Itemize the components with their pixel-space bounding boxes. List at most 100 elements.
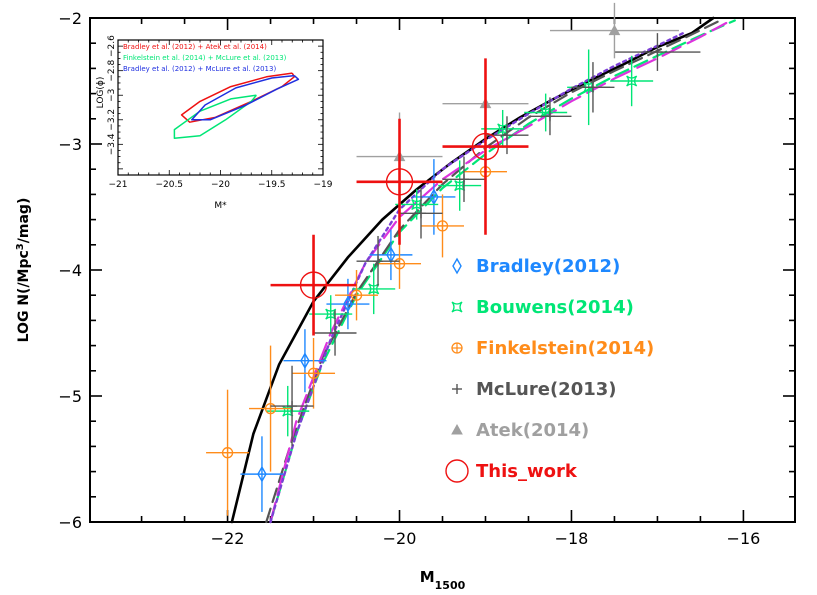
bouwens-point <box>481 109 525 148</box>
bradley-point <box>240 436 284 512</box>
marker-square-star <box>540 106 552 119</box>
y-axis-label-exp: 3 <box>15 243 26 250</box>
inset-legend-this_work: Bradley et al. (2012) + Atek et al. (201… <box>123 43 267 51</box>
marker-square-star <box>411 198 423 211</box>
marker-square-star <box>497 123 509 135</box>
bouwens-point <box>524 93 568 132</box>
marker-diamond <box>452 257 462 275</box>
legend-label-this_work: This_work <box>476 461 578 482</box>
legend-label-bouwens: Bouwens(2014) <box>476 297 634 318</box>
bouwens-point <box>395 189 439 220</box>
x-tick-label: −16 <box>727 529 761 548</box>
legend-item-atek: Atek(2014) <box>451 420 589 441</box>
marker-diamond <box>343 295 353 313</box>
inset-x-tick-label: −20.5 <box>155 180 183 190</box>
marker-square-star <box>626 75 638 87</box>
marker-diamond <box>300 352 310 370</box>
legend-label-mclure: McLure(2013) <box>476 379 617 400</box>
this_work-point <box>270 234 357 336</box>
inset-y-tick-label: −2.8 <box>107 59 117 81</box>
marker-triangle <box>608 24 621 36</box>
marker-square-star <box>368 283 380 295</box>
inset-y-axis-label: LOG(ϕ) <box>96 77 106 109</box>
bouwens-point <box>309 295 353 333</box>
marker-big-circle <box>471 132 500 161</box>
inset-legend-inset_blue: Bradley et al. (2012) + McLure et al. (2… <box>123 65 276 73</box>
legend-label-atek: Atek(2014) <box>476 420 589 441</box>
bouwens-point <box>610 55 654 107</box>
marker-square-star <box>325 308 337 320</box>
this_work-point <box>356 118 443 245</box>
mclure-point <box>270 365 314 447</box>
legend-label-finkelstein: Finkelstein(2014) <box>476 338 654 359</box>
inset-contours <box>173 72 300 139</box>
y-tick-label: −4 <box>58 261 82 280</box>
inset-y-tick-label: −3 <box>107 89 117 102</box>
bradley-point <box>412 159 456 235</box>
mclure-point <box>571 62 615 113</box>
finkelstein-point <box>249 345 293 472</box>
marker-diamond <box>257 465 267 483</box>
marker-square-star <box>583 81 595 93</box>
y-tick-label: −6 <box>58 513 82 532</box>
inset-x-tick-label: −19 <box>314 180 333 190</box>
marker-big-circle <box>299 271 328 299</box>
inset-y-tick-label: −3.4 <box>107 133 117 155</box>
x-axis: −22 −20 −18 −16 <box>140 18 761 548</box>
x-axis-label: M1500 <box>420 568 466 592</box>
mclure-point <box>614 33 701 71</box>
y-axis-label-part1: LOG N(/Mpc <box>16 250 32 342</box>
mclure-point <box>313 310 357 356</box>
y-tick-label: −2 <box>58 9 82 28</box>
marker-square-star <box>282 405 294 417</box>
inset-plot: −21 −20.5 −20 −19.5 −19 −3.4 −3.2 −3 −2.8 −2.6 Br… <box>96 35 333 211</box>
bradley-point <box>326 278 370 330</box>
marker-square-star <box>454 180 466 192</box>
bouwens-point <box>266 385 310 437</box>
inset-contour-this_work <box>180 72 296 123</box>
mclure-point <box>442 156 486 202</box>
legend-item-bradley: Bradley(2012) <box>452 256 620 277</box>
atek-point <box>549 2 679 59</box>
legend-item-mclure: McLure(2013) <box>452 379 617 400</box>
mclure-point <box>399 188 443 239</box>
legend: Bradley(2012) Bouwens(2014) Finkelstein(20… <box>445 256 654 483</box>
y-tick-label: −5 <box>58 387 82 406</box>
bradley-point <box>369 229 413 281</box>
inset-y-tick-label: −2.6 <box>107 35 117 57</box>
inset-x-axis-label: M* <box>214 201 227 211</box>
x-axis-label-sub: 1500 <box>435 579 466 592</box>
inset-axes: −21 −20.5 −20 −19.5 −19 −3.4 −3.2 −3 −2.8 −2.6 <box>107 35 333 190</box>
inset-y-tick-label: −3.2 <box>107 109 117 131</box>
inset-x-tick-label: −19.5 <box>258 180 286 190</box>
inset-contour-inset_blue <box>191 74 300 121</box>
marker-diamond <box>386 246 396 264</box>
y-axis-label-part2: /mag) <box>16 198 32 244</box>
marker-square-star <box>451 301 463 313</box>
inset-legend-bouwens: Finkelstein et al. (2014) + McLure et al… <box>123 54 287 62</box>
legend-label-bradley: Bradley(2012) <box>476 256 620 277</box>
x-axis-label-main: M <box>420 568 435 586</box>
main-plot: −22 −20 −18 −16 −6 −5 −4 −3 −2 Bradley(2012) Bou… <box>58 2 796 548</box>
y-axis: −6 −5 −4 −3 −2 <box>58 9 795 532</box>
legend-item-this_work: This_work <box>445 459 578 483</box>
finkelstein-point <box>378 238 422 289</box>
bouwens-point <box>438 160 482 211</box>
bouwens-point <box>352 263 396 315</box>
marker-big-circle <box>445 459 469 483</box>
data-points <box>206 2 701 516</box>
x-tick-label: −22 <box>211 529 245 548</box>
inset-x-tick-label: −20 <box>211 180 230 190</box>
x-tick-label: −18 <box>555 529 589 548</box>
finkelstein-point <box>206 389 250 516</box>
mclure-point <box>356 235 400 287</box>
marker-big-circle <box>385 168 414 196</box>
inset-x-tick-label: −21 <box>109 180 128 190</box>
finkelstein-point <box>292 338 336 409</box>
y-axis-label: LOG N(/Mpc3/mag) <box>15 198 33 343</box>
inset-contour-bouwens <box>173 94 257 139</box>
this_work-point <box>442 58 529 235</box>
curve-fit_purple <box>269 31 685 524</box>
mclure-point <box>528 97 572 136</box>
